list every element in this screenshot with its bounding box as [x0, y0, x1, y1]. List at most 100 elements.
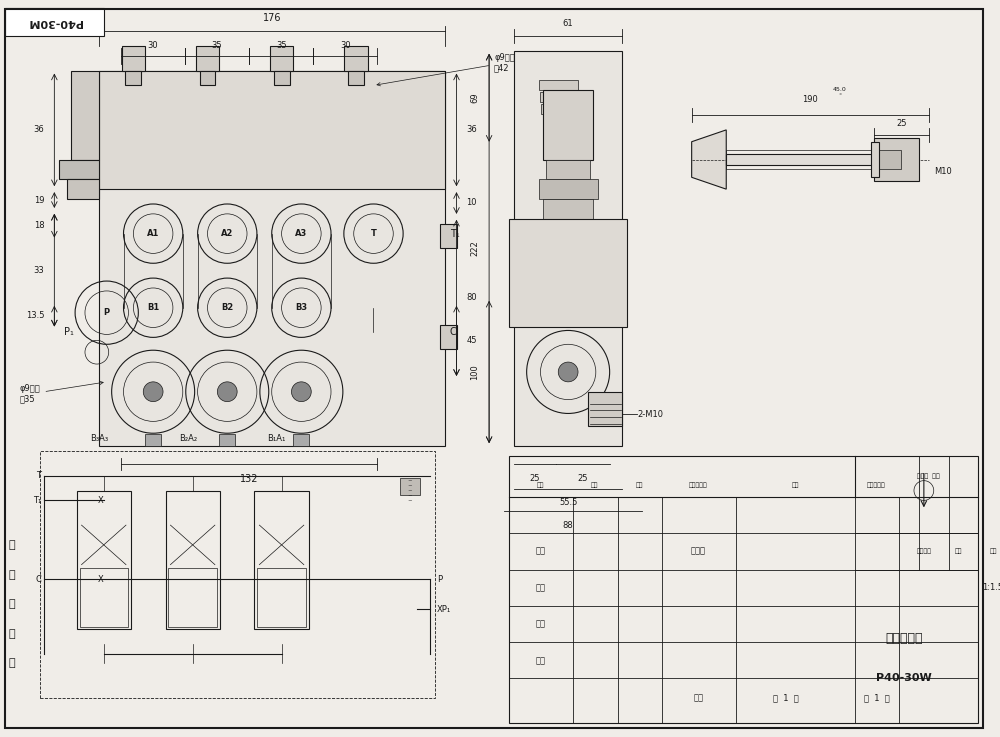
Bar: [879, 150, 901, 170]
Text: 33: 33: [34, 265, 44, 275]
Text: 校对: 校对: [535, 583, 545, 592]
Bar: [509, 219, 627, 327]
Bar: [200, 71, 215, 85]
Text: 45.0
°: 45.0 °: [833, 88, 847, 98]
Bar: [125, 71, 141, 85]
Bar: [546, 140, 571, 150]
Text: 分区: 分区: [636, 483, 643, 489]
Text: 30: 30: [340, 41, 351, 50]
Text: 222: 222: [470, 240, 479, 256]
Text: 1:1.5: 1:1.5: [982, 583, 1000, 592]
Text: 版本号  类型: 版本号 类型: [917, 473, 940, 478]
Bar: [348, 71, 364, 85]
Text: T₁: T₁: [33, 496, 41, 505]
Text: φ9通孔
高42: φ9通孔 高42: [377, 53, 515, 86]
Text: 36: 36: [34, 125, 44, 134]
Text: B1: B1: [147, 303, 159, 312]
Text: 80: 80: [466, 293, 477, 302]
Text: 35: 35: [276, 41, 286, 50]
Bar: [874, 138, 919, 181]
Text: 年、月、日: 年、月、日: [867, 483, 886, 489]
Text: P: P: [437, 575, 442, 584]
Text: XP₁: XP₁: [437, 604, 451, 614]
Bar: [257, 567, 306, 627]
Text: 100: 100: [470, 364, 479, 380]
Text: 工艺: 工艺: [535, 656, 545, 665]
Bar: [59, 159, 99, 179]
Bar: [145, 434, 161, 446]
Text: B₃A₃: B₃A₃: [90, 434, 108, 443]
Circle shape: [558, 362, 578, 382]
Bar: [270, 46, 293, 71]
Bar: [726, 150, 874, 170]
Text: X: X: [98, 575, 104, 584]
Text: P40-30W: P40-30W: [876, 674, 932, 683]
Text: 13.5: 13.5: [26, 311, 44, 320]
Text: 第  1  张: 第 1 张: [864, 694, 889, 702]
Bar: [543, 199, 593, 219]
Polygon shape: [692, 130, 726, 189]
Text: 10: 10: [466, 198, 477, 208]
Text: 标记: 标记: [537, 483, 544, 489]
Bar: [440, 324, 457, 349]
Text: P: P: [104, 308, 110, 317]
Circle shape: [291, 382, 311, 402]
Bar: [219, 434, 235, 446]
Bar: [540, 92, 577, 102]
Text: 176: 176: [262, 13, 281, 23]
Circle shape: [217, 382, 237, 402]
Text: 61: 61: [563, 19, 573, 28]
Bar: [166, 491, 220, 629]
Text: T: T: [371, 229, 376, 238]
Text: 25: 25: [896, 119, 907, 128]
Text: 55.5: 55.5: [559, 498, 577, 508]
Text: 原: 原: [9, 599, 15, 609]
Text: φ9通孔
高35: φ9通孔 高35: [20, 381, 103, 404]
Bar: [440, 224, 457, 248]
Text: B₂A₂: B₂A₂: [179, 434, 197, 443]
Bar: [67, 179, 99, 199]
Bar: [254, 491, 309, 629]
Bar: [274, 71, 290, 85]
Text: 理: 理: [9, 629, 15, 639]
Bar: [71, 71, 99, 159]
Bar: [871, 142, 879, 178]
Text: 审核: 审核: [535, 619, 545, 629]
Text: 2-M10: 2-M10: [637, 410, 663, 419]
Bar: [344, 46, 368, 71]
Text: 35: 35: [212, 41, 222, 50]
Text: 比例: 比例: [989, 548, 997, 553]
Text: 36: 36: [466, 125, 477, 134]
Text: B₁A₁: B₁A₁: [267, 434, 286, 443]
Bar: [99, 71, 445, 446]
Circle shape: [143, 382, 163, 402]
Bar: [509, 456, 978, 723]
Text: T₁: T₁: [450, 228, 459, 239]
Text: 阶段标记: 阶段标记: [916, 548, 931, 553]
Text: ~: ~: [408, 478, 412, 483]
Bar: [514, 51, 622, 446]
Text: 45: 45: [466, 336, 477, 345]
Text: A3: A3: [295, 229, 307, 238]
Text: C: C: [450, 327, 456, 338]
Bar: [543, 91, 593, 159]
Text: P₁: P₁: [64, 327, 74, 338]
Text: X: X: [98, 496, 104, 505]
Text: 液: 液: [9, 540, 15, 550]
Text: 重量: 重量: [955, 548, 962, 553]
Text: 共  1  张: 共 1 张: [773, 694, 798, 702]
Text: 190: 190: [802, 95, 818, 104]
Text: B2: B2: [221, 303, 233, 312]
Bar: [196, 46, 219, 71]
Text: 18: 18: [34, 221, 44, 230]
Text: 处量: 处量: [591, 483, 599, 489]
Bar: [80, 567, 128, 627]
Text: C: C: [36, 575, 41, 584]
Bar: [77, 491, 131, 629]
Text: 压: 压: [9, 570, 15, 579]
Bar: [168, 567, 217, 627]
Text: T: T: [36, 471, 41, 481]
Bar: [40, 451, 435, 698]
Text: P40-30M: P40-30M: [27, 17, 82, 27]
Bar: [544, 128, 572, 138]
